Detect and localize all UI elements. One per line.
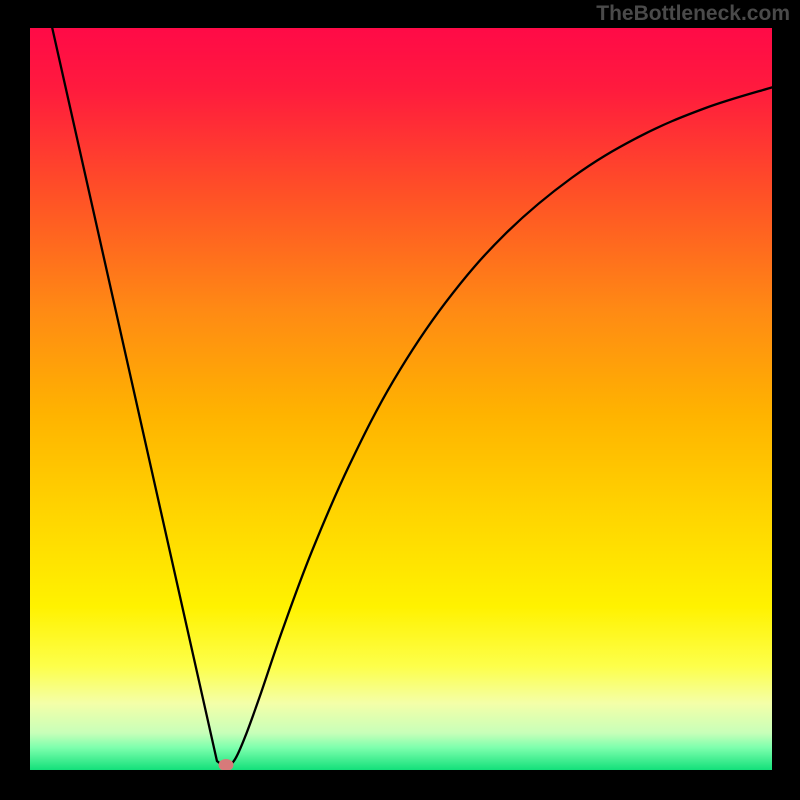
plot-area: [30, 28, 772, 770]
chart-frame: TheBottleneck.com: [0, 0, 800, 800]
optimal-point-marker: [218, 759, 233, 770]
bottleneck-curve: [30, 28, 772, 770]
watermark-text: TheBottleneck.com: [596, 2, 790, 26]
